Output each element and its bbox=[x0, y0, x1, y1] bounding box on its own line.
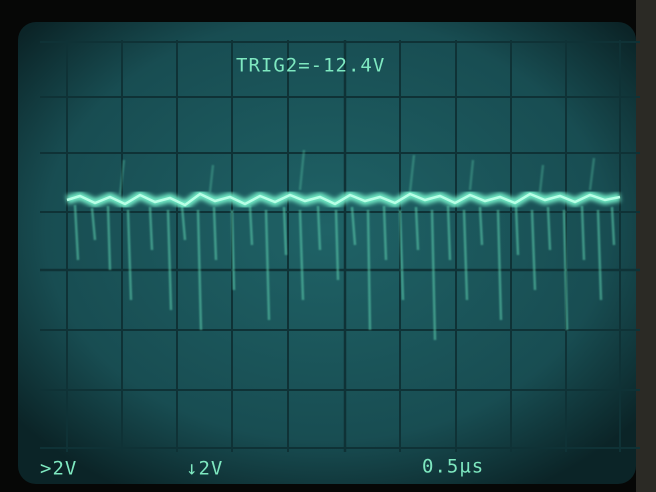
page: TRIG2=-12.4V >2V ↓2V 0.5µs (() => { cons… bbox=[0, 0, 656, 492]
channel1-scale: >2V bbox=[40, 458, 77, 480]
trigger-readout: TRIG2=-12.4V bbox=[236, 55, 385, 77]
timebase: 0.5µs bbox=[422, 456, 484, 478]
bezel-edge bbox=[636, 0, 656, 492]
channel2-scale: ↓2V bbox=[186, 458, 223, 480]
oscilloscope-photo: TRIG2=-12.4V >2V ↓2V 0.5µs bbox=[0, 0, 656, 492]
